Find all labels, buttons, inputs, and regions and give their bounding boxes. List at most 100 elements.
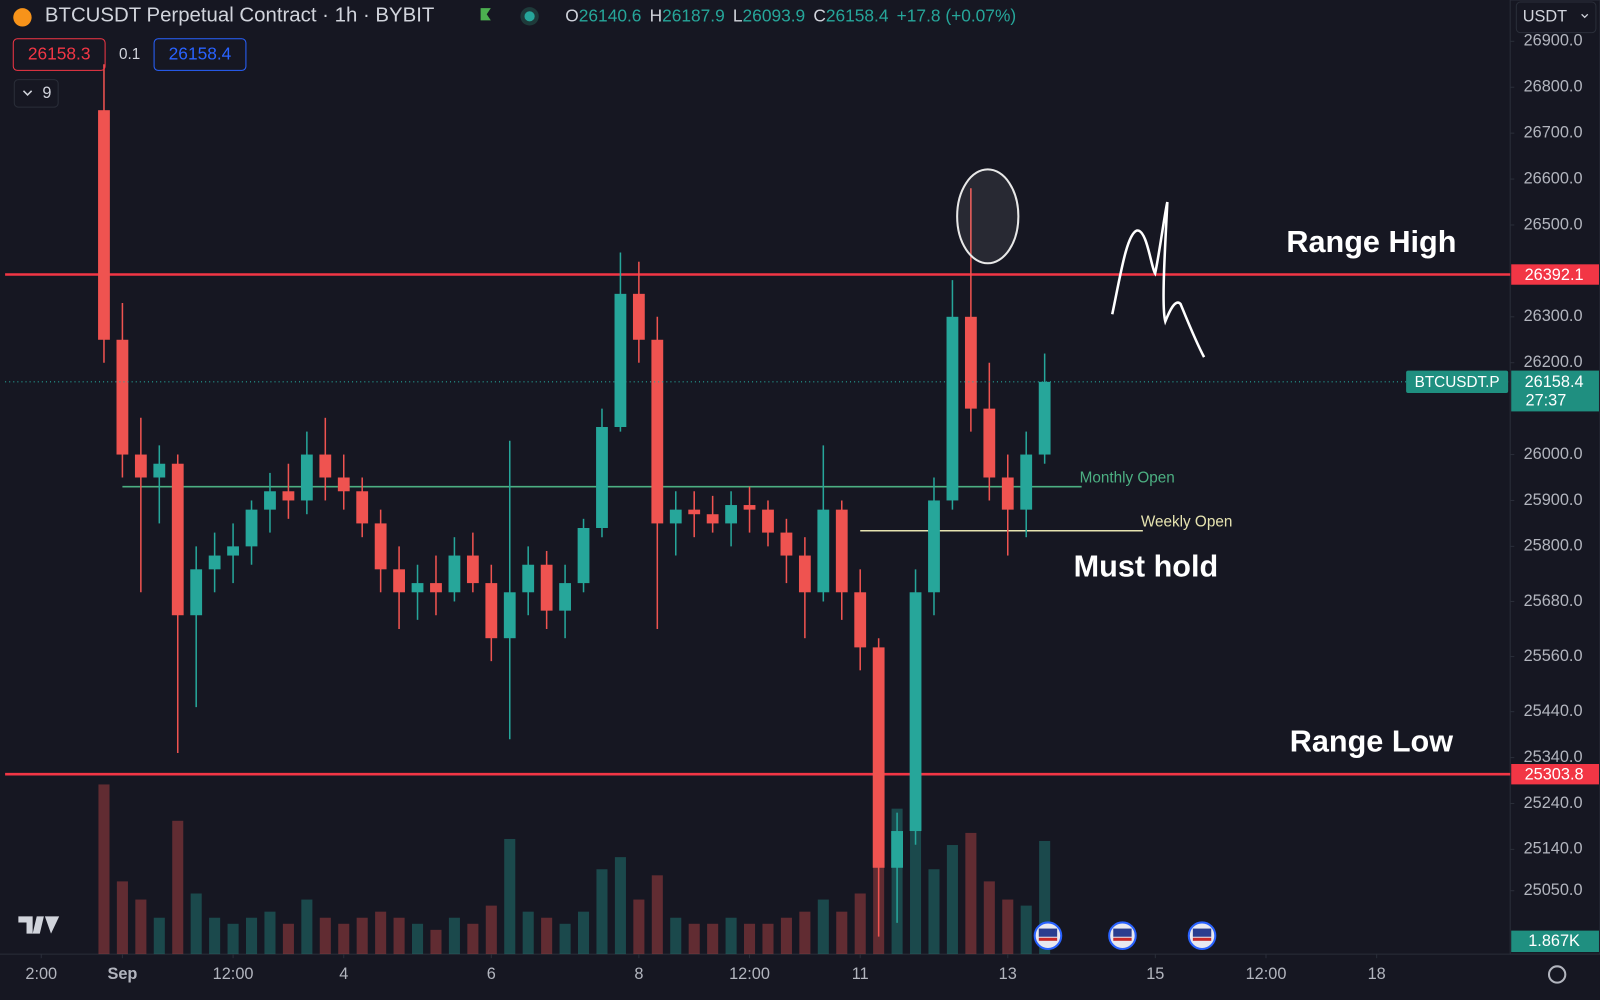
flag-stripe [1113, 937, 1132, 941]
candle-body [393, 569, 405, 593]
candle-body [946, 316, 959, 501]
candle-body [688, 509, 701, 515]
candle-body [522, 564, 535, 593]
volume-bar [670, 917, 682, 955]
y-tick-label: 25900.0 [1524, 491, 1583, 509]
volume-bar [264, 911, 276, 955]
candle-body [614, 293, 627, 427]
volume-box [1511, 930, 1599, 953]
flag-canton [1038, 928, 1058, 937]
candle-body [337, 477, 350, 492]
ohlc-key: H [650, 5, 663, 25]
level-price-box [1511, 763, 1599, 785]
y-tick-label: 25340.0 [1524, 748, 1583, 766]
level-label: Monthly Open [1080, 470, 1175, 487]
volume-bar [319, 917, 331, 955]
volume-bar [467, 923, 479, 955]
candle-body [964, 316, 977, 409]
candle-body [264, 491, 276, 510]
x-tick-label: 15 [1146, 965, 1164, 983]
candle-body [577, 528, 590, 584]
candle-body [208, 555, 221, 570]
volume-bar [522, 911, 534, 955]
candle-body [891, 831, 903, 868]
level-label: Range Low [1290, 725, 1453, 759]
volume-bar [301, 899, 313, 955]
candle-body [928, 500, 940, 593]
volume-bar [762, 923, 774, 955]
x-tick-label: 11 [852, 965, 869, 983]
candle-body [411, 583, 424, 593]
volume-bar [965, 832, 977, 955]
y-tick-label: 25560.0 [1524, 647, 1583, 665]
y-tick-label: 25240.0 [1524, 794, 1583, 812]
candle-body [780, 532, 793, 556]
plot-area [5, 40, 1515, 959]
last-price-box [1511, 370, 1599, 412]
volume-bar [910, 796, 922, 955]
last-price: 26158.4 [1525, 373, 1584, 391]
sell-button[interactable] [12, 38, 106, 71]
bid-price[interactable]: 26158.3 [28, 44, 91, 64]
volume-bar [209, 917, 221, 955]
flag-stripe [1038, 937, 1058, 941]
x-tick-label: 12:00 [729, 965, 770, 983]
volume-bar [393, 917, 405, 955]
currency-dropdown[interactable] [1515, 1, 1597, 34]
candle-body [798, 555, 811, 593]
annotation: Must hold [1074, 549, 1219, 583]
candle-body [1038, 381, 1051, 455]
volume-bar [725, 917, 737, 955]
candle-body [448, 555, 461, 593]
volume-bar [227, 923, 239, 955]
volume-bar [116, 881, 128, 955]
coin-icon [13, 8, 32, 27]
ask-price[interactable]: 26158.4 [169, 44, 232, 64]
volume-bar [485, 905, 497, 955]
y-tick-label: 25800.0 [1524, 537, 1583, 555]
countdown: 27:37 [1526, 392, 1567, 410]
currency[interactable]: USDT [1523, 8, 1567, 26]
candle-body [559, 583, 571, 611]
buy-button[interactable] [153, 38, 247, 71]
volume-bar [338, 923, 350, 955]
level-price-box [1511, 264, 1599, 285]
chevron [1581, 13, 1589, 19]
y-tick-label: 26000.0 [1524, 445, 1583, 463]
volume-bar [448, 917, 460, 955]
volume-bar [504, 838, 516, 955]
x-tick-label: 18 [1368, 965, 1386, 983]
x-tick-label: 12:00 [213, 965, 254, 983]
candle-body [171, 463, 184, 616]
volume-bar [190, 893, 202, 955]
ohlc-key: O [565, 5, 578, 25]
candle-body [190, 569, 203, 616]
y-tick-label: 25440.0 [1524, 702, 1583, 720]
x-tick-label: 13 [999, 965, 1017, 983]
volume-bar [541, 917, 553, 955]
candle-body [319, 454, 332, 478]
symbol-title: BTCUSDT Perpetual Contract · 1h · BYBIT [45, 5, 434, 27]
settings-icon[interactable] [1547, 965, 1567, 984]
ohlc-key: C [813, 5, 826, 25]
volume-bar [245, 917, 258, 955]
volume-bar [744, 923, 756, 955]
y-tick-label: 26600.0 [1524, 169, 1583, 187]
ohlc-change: +17.8 (+0.07%) [897, 5, 1016, 25]
candle-body [98, 110, 110, 340]
candle-body [835, 509, 848, 593]
volume-bar [633, 899, 645, 955]
x-tick-label: 2:00 [25, 965, 57, 983]
y-tick-label: 26900.0 [1524, 32, 1583, 50]
indicators-toggle[interactable] [13, 79, 59, 108]
volume-bar [375, 911, 387, 955]
volume-bar [135, 899, 147, 955]
volume-bar [596, 869, 608, 955]
y-tick-label: 26700.0 [1524, 123, 1583, 141]
candle-body [651, 339, 664, 524]
candle-body [632, 293, 645, 340]
indicators-count[interactable]: 9 [42, 84, 51, 102]
